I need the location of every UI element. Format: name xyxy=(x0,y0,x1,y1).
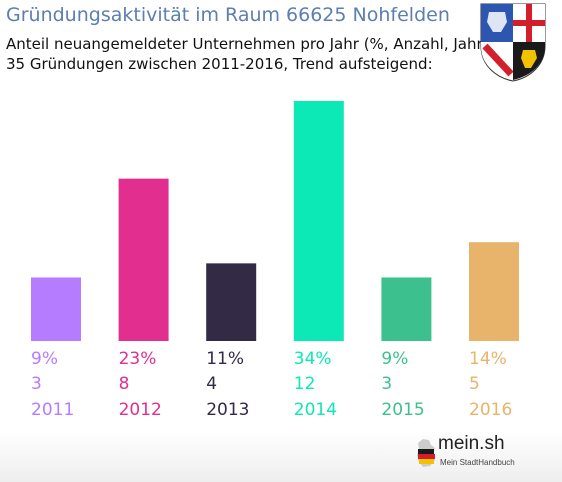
chart-subtitle: Anteil neuangemeldeter Unternehmen pro J… xyxy=(6,35,489,53)
germany-map-icon xyxy=(417,439,435,467)
percent-label-2015: 9% xyxy=(381,349,408,369)
count-label-2011: 3 xyxy=(31,374,42,394)
percent-label-2016: 14% xyxy=(469,349,507,369)
percent-label-2011: 9% xyxy=(31,349,58,369)
percent-label-2013: 11% xyxy=(206,349,244,369)
year-label-2015: 2015 xyxy=(381,400,424,420)
bar-2013 xyxy=(206,263,257,341)
bar-2014 xyxy=(293,101,344,341)
count-label-2013: 4 xyxy=(206,374,217,394)
year-label-2011: 2011 xyxy=(31,400,74,420)
year-label-2016: 2016 xyxy=(469,400,512,420)
logo-tagline: Mein StadtHandbuch xyxy=(440,458,515,467)
count-label-2012: 8 xyxy=(119,374,130,394)
chart-title: Gründungsaktivität im Raum 66625 Nohfeld… xyxy=(6,4,450,26)
year-label-2013: 2013 xyxy=(206,400,249,420)
mein-sh-logo[interactable]: mein.sh Mein StadtHandbuch xyxy=(412,432,532,472)
footer-bar xyxy=(0,430,562,482)
percent-label-2012: 23% xyxy=(119,349,157,369)
bar-2012 xyxy=(118,178,169,341)
year-label-2014: 2014 xyxy=(294,400,337,420)
count-label-2016: 5 xyxy=(469,374,480,394)
chart-summary: 35 Gründungen zwischen 2011-2016, Trend … xyxy=(6,55,433,73)
count-label-2015: 3 xyxy=(381,374,392,394)
year-label-2012: 2012 xyxy=(119,400,162,420)
percent-label-2014: 34% xyxy=(294,349,332,369)
coat-of-arms-icon xyxy=(480,3,546,82)
bar-2015 xyxy=(381,277,432,341)
logo-text: mein.sh xyxy=(438,433,505,454)
bar-2016 xyxy=(469,242,519,341)
count-label-2014: 12 xyxy=(294,374,316,394)
bar-2011 xyxy=(31,277,81,341)
